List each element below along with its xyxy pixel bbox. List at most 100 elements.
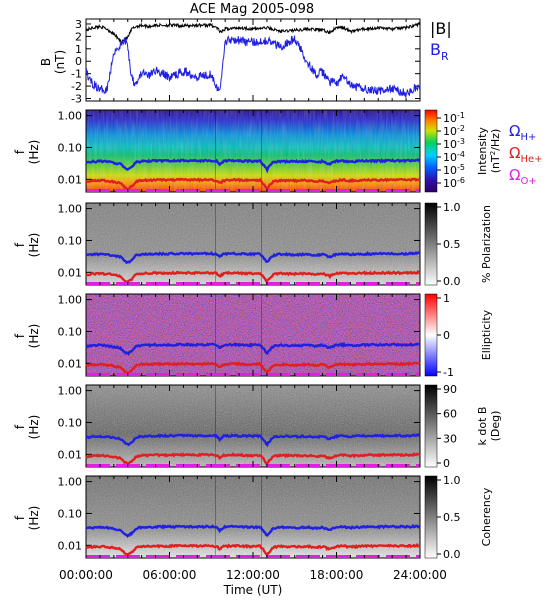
colorbar-ticks: 10-110-210-310-410-510-6: [437, 111, 465, 190]
colorbar-tick-label: -1: [443, 366, 454, 379]
colorbar-label-polarization: % Polarization: [480, 205, 493, 283]
legend-entry: ΩHe+: [509, 144, 543, 165]
ylabel-hz: (Hz): [27, 415, 41, 440]
y-tick-label: 0.10: [58, 325, 83, 338]
colorbar-label-main: Intensity: [476, 127, 489, 175]
tick-exponent: -5: [457, 163, 465, 172]
colorbar-kdotb: [424, 384, 438, 468]
tick-base: 10: [443, 125, 457, 138]
legend-symbol: Ω: [509, 144, 520, 162]
spectrogram-texture: [86, 476, 420, 558]
ylabel-f: f: [13, 242, 27, 247]
colorbar-tick-label: 10-4: [443, 150, 465, 164]
he-plus-gyrofrequency-line: [85, 361, 421, 375]
colorbar-tick-label: 1.0: [443, 474, 461, 487]
x-tick-label: 00:00:00: [59, 568, 113, 582]
legend-b-r-main: B: [430, 40, 441, 59]
ylabel-b: B: [39, 58, 53, 66]
colorbar-tick-label: 90: [443, 383, 457, 396]
tick-exponent: -4: [457, 150, 465, 159]
ylabel-f: f: [13, 515, 27, 520]
colorbar-tick-label: 0: [443, 329, 450, 342]
legend-subscript: O+: [520, 176, 536, 187]
colorbar-intensity: [424, 109, 438, 193]
colorbar-label-ellipticity: Ellipticity: [480, 309, 493, 360]
legend-entry: ΩO+: [509, 166, 537, 187]
colorbar-label-kdotb: k dot B: [476, 407, 489, 446]
colorbar-ticks: 90 60 30 0: [437, 383, 457, 470]
ylabel-hz: (Hz): [27, 140, 41, 165]
ylabel-f: f: [13, 149, 27, 154]
y-tick-label: 1.00: [58, 385, 83, 398]
y-tick-label: 0.01: [58, 357, 83, 370]
tick-exponent: -1: [457, 111, 465, 120]
ylabel-hz: (Hz): [27, 233, 41, 258]
colorbar-tick-label: 10-1: [443, 111, 465, 125]
y-tick-label: 0.01: [58, 173, 83, 186]
y-tick-label: 1.00: [58, 203, 83, 216]
y-tick-label: 3: [75, 18, 82, 31]
colorbar-tick-label: 10-3: [443, 137, 465, 151]
colorbar-tick-label: 10-6: [443, 176, 465, 190]
colorbar-tick-label: 30: [443, 432, 457, 445]
x-tick-label: 24:00:00: [393, 568, 447, 582]
x-axis: 00:00:00 06:00:00 12:00:00 18:00:00 24:00:00: [59, 19, 447, 582]
panel-polarization: % Polarization: [85, 202, 493, 286]
colorbar-tick-label: 0.5: [443, 238, 461, 251]
colorbar-unit-sup: 2: [489, 151, 497, 155]
h-plus-gyrofrequency-line: [85, 158, 421, 174]
y-tick-label: 0.01: [58, 448, 83, 461]
panel-ellipticity: Ellipticity: [85, 293, 493, 377]
tick-exponent: -2: [457, 124, 465, 133]
ylabel-hz: (Hz): [27, 324, 41, 349]
colorbar-coherency: [424, 475, 438, 559]
x-tick-label: 18:00:00: [310, 568, 364, 582]
colorbar-ticks: 1.0 0.5 0.0: [437, 474, 461, 561]
he-plus-gyrofrequency-line: [85, 177, 421, 191]
legend-b-r-sub: R: [441, 50, 449, 63]
he-plus-gyrofrequency-line: [85, 542, 421, 557]
h-plus-gyrofrequency-line: [85, 433, 421, 447]
y-tick-label: -2: [71, 80, 82, 93]
colorbar-tick-label: 0.5: [443, 511, 461, 524]
y-tick-label: 1.00: [58, 294, 83, 307]
panel-coherency: Coherency: [85, 475, 493, 559]
legend-b-total: |B|: [430, 19, 452, 38]
he-plus-gyrofrequency-line: [85, 451, 421, 466]
tick-base: 10: [443, 151, 457, 164]
colorbar-tick-label: 0: [443, 457, 450, 470]
y-tick-label: 0.10: [58, 141, 83, 154]
colorbar-ellipticity: [424, 293, 438, 377]
ylabel-f: f: [13, 333, 27, 338]
spectrogram-texture: [86, 294, 420, 376]
legend-subscript: H+: [520, 132, 536, 143]
legend-b-r: BR: [430, 40, 449, 63]
colorbar-tick-label: 0.0: [443, 275, 461, 288]
legend-symbol: Ω: [509, 166, 520, 184]
figure-title: ACE Mag 2005-098: [190, 2, 314, 17]
colorbar-unit-end: /Hz): [489, 129, 502, 151]
colorbar-tick-label: 10-5: [443, 163, 465, 177]
panel-frame: [85, 18, 421, 102]
gyrofrequency-legend: ΩH+ΩHe+ΩO+: [509, 122, 543, 187]
y-tick-label: 0.10: [58, 416, 83, 429]
tick-base: 10: [443, 138, 457, 151]
y-tick-label: 1: [75, 43, 82, 56]
colorbar-tick-label: 0.0: [443, 548, 461, 561]
colorbar-unit-start: (nT: [489, 155, 502, 173]
legend-entry: ΩH+: [509, 122, 536, 143]
colorbar-ticks: 1 0 -1: [437, 292, 454, 379]
y-tick-label: -3: [71, 93, 82, 106]
spectrogram-overlays: 1.000.100.01f (Hz)10-110-210-310-410-510-…: [13, 110, 465, 561]
x-tick-label: 06:00:00: [143, 568, 197, 582]
colorbar-label-kdotb-unit: (Deg): [489, 411, 502, 442]
h-plus-gyrofrequency-line: [86, 250, 421, 265]
tick-base: 10: [443, 177, 457, 190]
y-tick-label: 0.01: [58, 266, 83, 279]
colorbar-tick-label: 1: [443, 292, 450, 305]
colorbar-label-intensity: Intensity: [476, 127, 489, 175]
b-total-line: [85, 21, 421, 43]
